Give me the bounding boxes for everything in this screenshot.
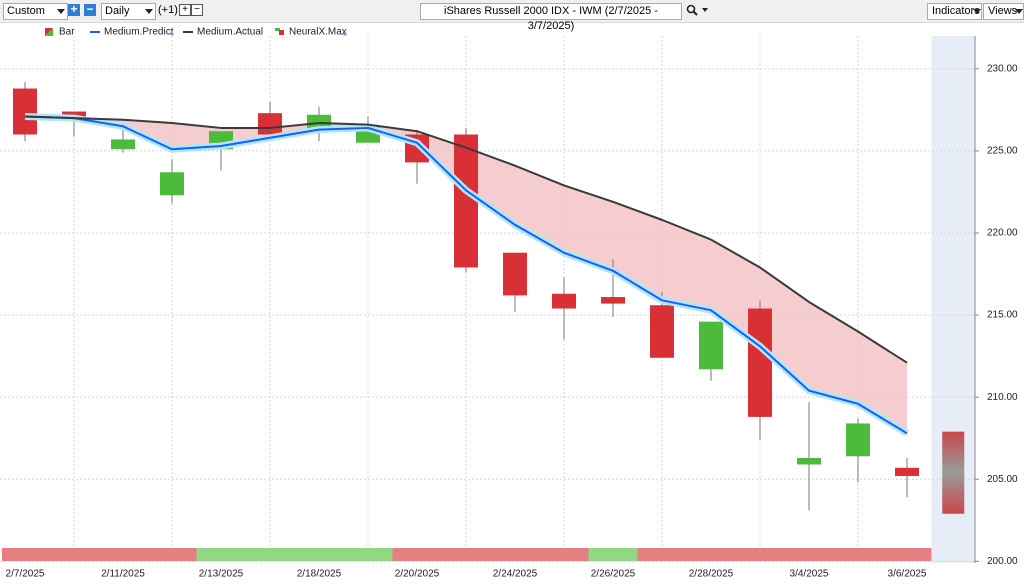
toolbar: Custom + − Daily (+1) + − iShares Russel…	[0, 0, 1024, 32]
legend-dot	[170, 32, 174, 36]
dropdown-arrow	[145, 9, 153, 14]
interval-select[interactable]: Daily	[101, 3, 156, 20]
x-tick-label: 2/18/2025	[297, 569, 342, 580]
dropdown-arrow	[57, 9, 65, 14]
zoom-out[interactable]: −	[84, 3, 96, 16]
signal-strip	[343, 548, 393, 561]
y-tick-label: 225.00	[987, 146, 1018, 157]
signal-strip	[294, 548, 344, 561]
candle-body	[62, 111, 86, 117]
signal-strip	[637, 548, 687, 561]
candle-body	[601, 297, 625, 304]
indicators-button[interactable]: Indicators	[927, 3, 982, 20]
candle-body	[846, 423, 870, 457]
signal-strip	[392, 548, 442, 561]
signal-strip	[49, 548, 99, 561]
legend-icon	[45, 28, 53, 36]
signal-strip	[539, 548, 589, 561]
signal-strip	[882, 548, 932, 561]
candle-body	[797, 457, 821, 465]
legend-label: Medium.Predict	[104, 27, 174, 38]
legend-item: NeuralX.Max	[275, 27, 347, 38]
views-label: Views	[988, 5, 1018, 17]
signal-strip	[686, 548, 736, 561]
x-tick-label: 2/13/2025	[199, 569, 244, 580]
interval-label: Daily	[105, 5, 130, 17]
y-tick-label: 210.00	[987, 392, 1018, 403]
line	[24, 115, 908, 364]
legend-item: Bar	[45, 27, 75, 38]
candle-body	[552, 293, 576, 309]
chart: 200.00 205.00 210.00 215.00 220.00 225.00 230.…	[0, 27, 1018, 580]
y-tick-label: 220.00	[987, 228, 1018, 239]
signal-strip	[98, 548, 148, 561]
dropdown-arrow	[1015, 9, 1023, 14]
indicators-label: Indicators	[932, 5, 980, 17]
views-button[interactable]: Views	[983, 3, 1024, 20]
x-tick-label: 2/11/2025	[101, 569, 145, 580]
candle-body	[895, 467, 919, 476]
candle-body	[160, 172, 184, 196]
zoom-in[interactable]: +	[68, 3, 80, 16]
legend-label: NeuralX.Max	[289, 27, 347, 38]
y-tick-label: 205.00	[987, 474, 1018, 485]
x-tick-label: 2/24/2025	[493, 569, 538, 580]
candle-body	[13, 88, 37, 135]
signal-strip	[245, 548, 295, 561]
candle-body	[454, 134, 478, 268]
x-tick-label: 2/28/2025	[689, 569, 734, 580]
y-tick-label: 215.00	[987, 310, 1018, 321]
legend-icon	[279, 30, 284, 35]
y-tick-label: 200.00	[987, 556, 1018, 567]
forecast-range	[942, 431, 965, 514]
period-select[interactable]: Custom	[3, 3, 68, 20]
signal-strip	[490, 548, 540, 561]
x-tick-label: 2/26/2025	[591, 569, 636, 580]
x-tick-label: 3/6/2025	[888, 569, 927, 580]
signal-strip	[588, 548, 638, 561]
legend-label: Bar	[59, 27, 75, 38]
line	[24, 115, 908, 435]
signal-strip	[784, 548, 834, 561]
signal-strip	[735, 548, 785, 561]
signal-strip	[833, 548, 883, 561]
signal-strip	[441, 548, 491, 561]
offset-minus[interactable]: −	[191, 4, 203, 16]
symbol-title: iShares Russell 2000 IDX - IWM (2/7/2025…	[444, 5, 658, 32]
candle-body	[748, 308, 772, 417]
offset-plus[interactable]: +	[179, 4, 191, 16]
legend-item: Medium.Predict	[90, 27, 174, 38]
offset-label: (+1)	[158, 4, 178, 16]
candle-body	[699, 321, 723, 370]
candle-body	[111, 139, 135, 150]
x-tick-label: 2/20/2025	[395, 569, 440, 580]
search-icon[interactable]	[686, 4, 710, 18]
legend-icon	[275, 28, 280, 31]
x-tick-label: 2/7/2025	[6, 569, 45, 580]
candle-body	[258, 113, 282, 135]
dropdown-arrow	[973, 9, 981, 14]
signal-strip	[2, 548, 50, 561]
candle-body	[503, 252, 527, 296]
y-tick-label: 230.00	[987, 63, 1018, 74]
candle-body	[650, 305, 674, 358]
signal-strip	[147, 548, 197, 561]
signal-strip	[196, 548, 246, 561]
period-label: Custom	[7, 5, 45, 17]
legend-label: Medium.Actual	[197, 27, 263, 38]
legend-dot	[343, 32, 347, 36]
symbol-box[interactable]: iShares Russell 2000 IDX - IWM (2/7/2025…	[420, 3, 682, 32]
x-tick-label: 3/4/2025	[790, 569, 829, 580]
legend-item: Medium.Actual	[183, 27, 263, 38]
